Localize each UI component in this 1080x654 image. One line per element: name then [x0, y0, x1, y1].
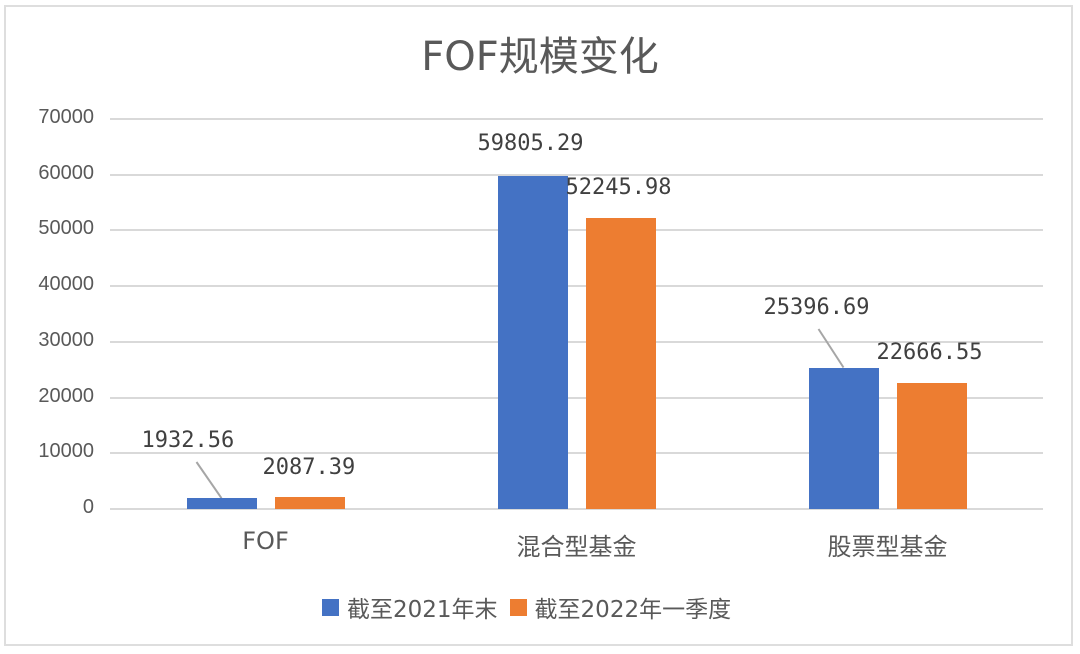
category-label: 股票型基金: [827, 533, 948, 561]
data-label: 2087.39: [262, 455, 356, 480]
y-tick-label: 10000: [38, 440, 94, 463]
bar-orange: [896, 382, 967, 509]
data-label: 25396.69: [763, 295, 870, 320]
bar-orange: [274, 497, 345, 509]
legend-item-2022q1: 截至2022年一季度: [509, 590, 732, 624]
chart-title: FOF规模变化: [421, 34, 659, 80]
gridline: [110, 508, 1043, 510]
data-label: 1932.56: [141, 428, 235, 453]
data-label: 59805.29: [477, 131, 584, 156]
gridline: [110, 229, 1043, 232]
bar-blue: [497, 175, 568, 509]
legend-item-2021: 截至2021年末: [322, 590, 498, 624]
y-tick-label: 50000: [38, 217, 94, 240]
gridline: [110, 340, 1043, 343]
bar-blue: [186, 498, 257, 509]
category-label: 混合型基金: [516, 533, 637, 561]
y-tick-label: 60000: [38, 161, 94, 184]
y-tick-label: 0: [82, 496, 94, 518]
category-label: FOF: [242, 527, 289, 555]
data-label: 52245.98: [565, 175, 672, 200]
legend-label: 截至2021年末: [347, 597, 498, 623]
bar-blue: [808, 367, 879, 509]
data-label: 22666.55: [876, 340, 983, 365]
bar-orange: [585, 217, 656, 509]
gridline: [110, 396, 1043, 399]
y-tick-label: 70000: [38, 106, 94, 128]
legend-label: 截至2022年一季度: [534, 597, 732, 623]
legend: 截至2021年末 截至2022年一季度: [322, 590, 743, 624]
gridline: [110, 173, 1043, 176]
legend-swatch-blue: [322, 598, 339, 616]
y-tick-label: 20000: [38, 384, 94, 407]
y-tick-label: 40000: [38, 273, 94, 296]
gridline: [110, 285, 1043, 288]
y-tick-label: 30000: [38, 328, 94, 351]
gridline: [110, 118, 1043, 120]
gridline: [110, 452, 1043, 455]
legend-swatch-orange: [509, 598, 527, 616]
